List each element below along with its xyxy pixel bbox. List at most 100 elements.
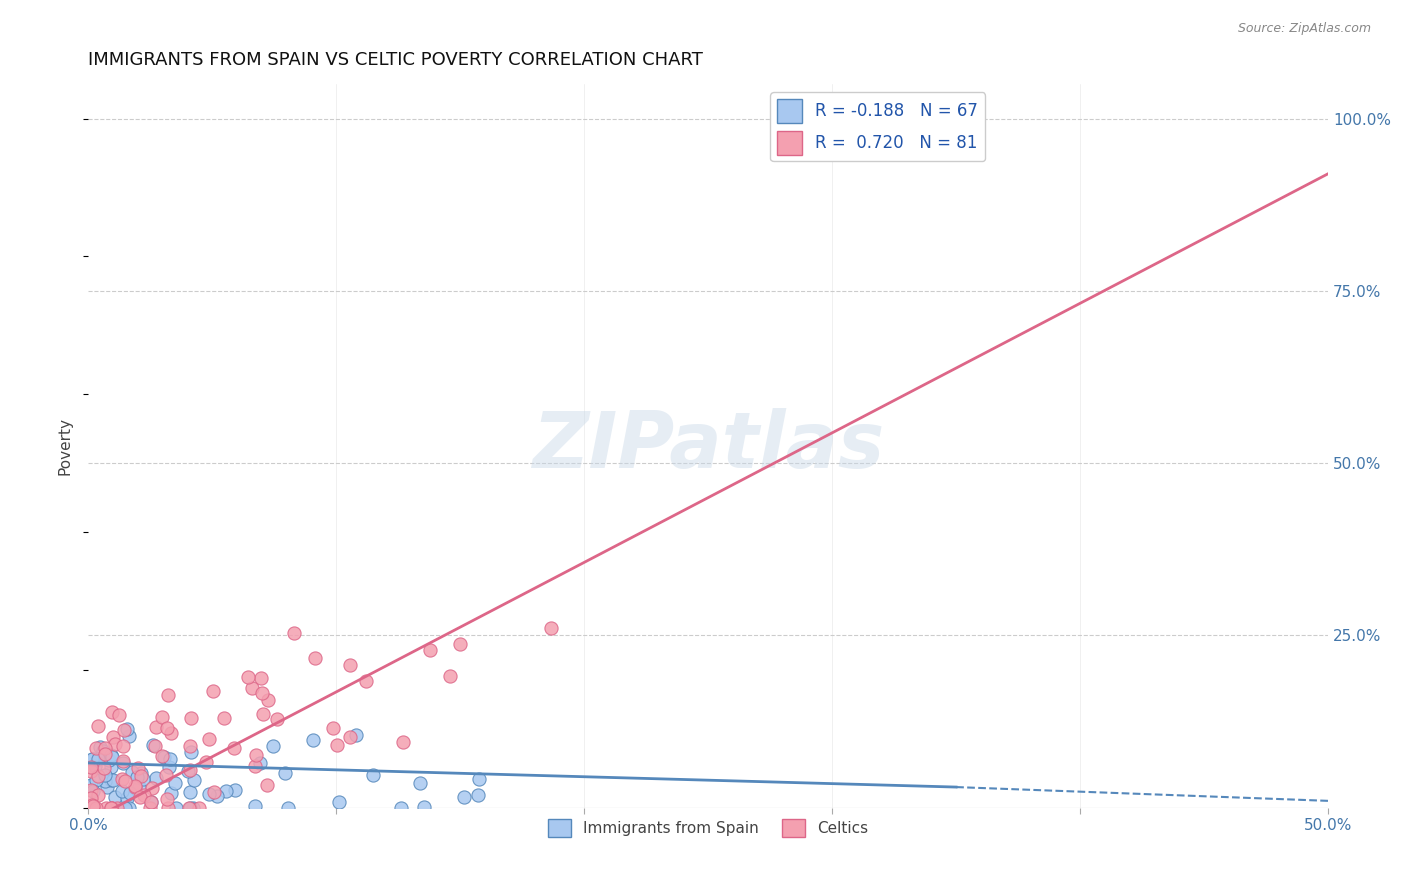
Point	[100, 801, 122, 815]
Point	[110, 784, 132, 798]
Point	[157, 688, 180, 702]
Point	[96, 801, 118, 815]
Point	[104, 737, 127, 751]
Point	[214, 784, 236, 798]
Point	[83, 759, 105, 773]
Point	[100, 705, 122, 719]
Point	[165, 801, 187, 815]
Point	[198, 787, 221, 801]
Point	[409, 776, 432, 790]
Point	[101, 731, 124, 745]
Point	[94, 768, 117, 782]
Point	[160, 786, 183, 800]
Point	[339, 731, 361, 745]
Point	[87, 788, 110, 802]
Point	[82, 784, 104, 798]
Point	[112, 723, 135, 738]
Point	[87, 769, 110, 783]
Point	[96, 780, 118, 794]
Point	[325, 738, 347, 752]
Point	[468, 772, 491, 786]
Point	[243, 798, 266, 813]
Point	[101, 773, 124, 788]
Point	[82, 801, 104, 815]
Point	[180, 711, 202, 725]
Point	[240, 681, 263, 695]
Point	[153, 750, 176, 764]
Point	[101, 801, 124, 815]
Point	[127, 761, 149, 775]
Point	[344, 728, 367, 742]
Point	[100, 748, 122, 763]
Point	[86, 801, 108, 815]
Point	[139, 801, 162, 815]
Point	[141, 780, 163, 795]
Point	[118, 801, 141, 815]
Point	[224, 783, 246, 797]
Point	[180, 745, 202, 759]
Point	[94, 774, 117, 789]
Point	[82, 752, 104, 766]
Text: ZIPatlas: ZIPatlas	[531, 408, 884, 484]
Point	[150, 748, 173, 763]
Point	[222, 741, 245, 756]
Point	[540, 621, 562, 635]
Point	[87, 719, 110, 733]
Point	[354, 674, 377, 689]
Point	[145, 720, 167, 734]
Point	[107, 708, 129, 723]
Point	[132, 772, 155, 786]
Point	[87, 751, 110, 765]
Point	[301, 732, 323, 747]
Point	[91, 743, 114, 757]
Point	[79, 764, 101, 778]
Point	[179, 785, 201, 799]
Point	[183, 772, 205, 787]
Point	[134, 788, 156, 802]
Point	[177, 801, 200, 815]
Point	[155, 721, 177, 735]
Point	[93, 747, 115, 761]
Point	[165, 776, 187, 790]
Point	[104, 789, 127, 804]
Point	[156, 801, 179, 815]
Point	[328, 796, 350, 810]
Point	[389, 801, 412, 815]
Point	[129, 769, 152, 783]
Point	[96, 752, 118, 766]
Point	[194, 755, 217, 769]
Point	[84, 740, 107, 755]
Point	[79, 791, 101, 805]
Legend: Immigrants from Spain, Celtics: Immigrants from Spain, Celtics	[541, 813, 875, 844]
Point	[124, 780, 146, 795]
Point	[155, 768, 177, 782]
Point	[94, 740, 117, 755]
Point	[262, 739, 284, 754]
Point	[159, 752, 181, 766]
Point	[114, 801, 136, 815]
Point	[112, 756, 135, 770]
Point	[419, 642, 441, 657]
Point	[156, 792, 179, 806]
Point	[80, 783, 103, 797]
Point	[82, 798, 104, 813]
Point	[179, 739, 201, 753]
Point	[449, 637, 471, 651]
Point	[111, 739, 134, 754]
Point	[124, 779, 146, 793]
Point	[105, 801, 128, 815]
Point	[129, 789, 152, 804]
Point	[80, 752, 103, 766]
Point	[304, 650, 326, 665]
Point	[150, 710, 173, 724]
Point	[179, 801, 201, 815]
Text: Source: ZipAtlas.com: Source: ZipAtlas.com	[1237, 22, 1371, 36]
Point	[117, 729, 139, 743]
Point	[283, 626, 305, 640]
Point	[322, 721, 344, 735]
Point	[252, 707, 274, 722]
Point	[101, 749, 124, 764]
Point	[89, 739, 111, 754]
Point	[139, 795, 162, 809]
Point	[439, 669, 461, 683]
